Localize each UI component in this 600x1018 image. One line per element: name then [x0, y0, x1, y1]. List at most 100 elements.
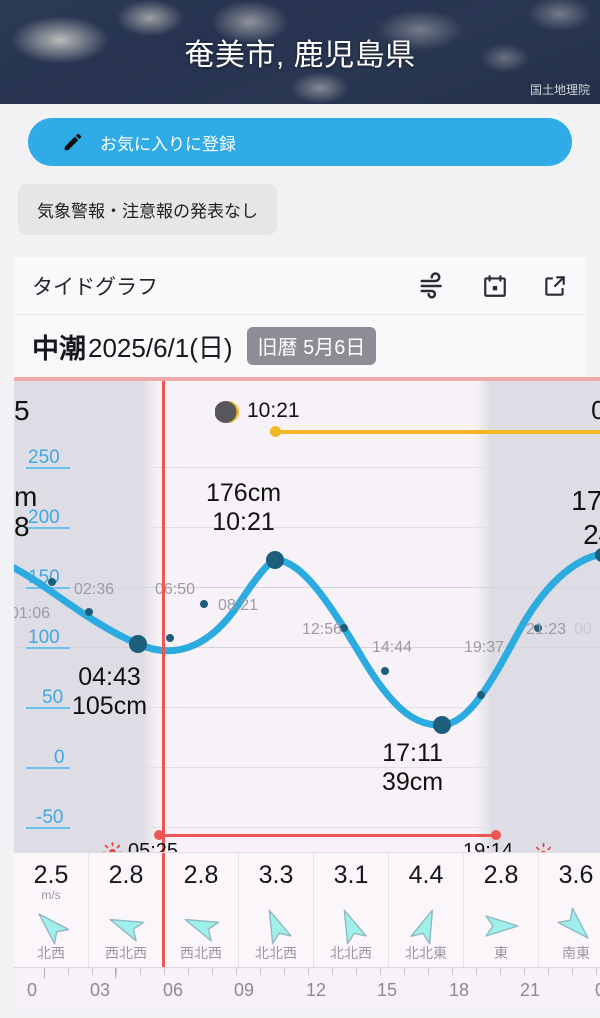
xlabel-18: 18 [448, 980, 470, 1000]
wind-cell[interactable]: 3.6 南東 [539, 853, 600, 967]
point-time-0821: 08:21 [218, 597, 259, 614]
sunset-dot [491, 830, 501, 840]
wind-direction-arrow-icon [178, 903, 224, 954]
wind-direction-label: 西北西 [105, 945, 147, 961]
point-time-1937: 19:37 [464, 639, 505, 656]
wind-direction-label: 北北西 [330, 945, 372, 961]
ytick-neg50 [26, 827, 70, 829]
sunrise-icon [102, 842, 123, 852]
wind-cell[interactable]: 2.5 m/s 北西 [14, 853, 89, 967]
high-tide-label-1021: 176cm 10:21 [206, 479, 281, 537]
wind-unit: m/s [41, 888, 61, 902]
moonrise-dot [270, 426, 281, 437]
twilight-gradient-morning [145, 381, 159, 852]
point-time-0236: 02:36 [74, 581, 115, 598]
night-region-late [489, 381, 600, 852]
wind-speed: 2.8 [108, 861, 144, 889]
add-favorite-button[interactable]: お気に入りに登録 [28, 118, 572, 166]
wind-cell[interactable]: 2.8 西北西 [164, 853, 239, 967]
point-time-2123: 21:23 [526, 621, 567, 638]
wind-direction-arrow-icon [553, 903, 599, 954]
ylabel-neg50: -50 [36, 807, 64, 828]
low-tide-value-0443: 105cm [72, 691, 148, 720]
map-credit: 国土地理院 [529, 83, 590, 97]
gridline-100 [14, 647, 600, 648]
wind-direction-arrow-icon [328, 903, 374, 954]
xlabel-21: 21 [519, 980, 541, 1000]
wind-speed: 4.4 [408, 861, 444, 889]
wind-direction-arrow-icon [253, 903, 299, 954]
wind-cell[interactable]: 4.4 北北東 [389, 853, 464, 967]
sunrise-time: 05:25 [128, 840, 179, 852]
xlabel-0a: 0 [26, 980, 38, 1000]
gridline-50 [14, 707, 600, 708]
point-time-1444: 14:44 [372, 639, 413, 656]
xlabel-15: 15 [376, 980, 398, 1000]
ylabel-50: 50 [42, 687, 64, 708]
tide-chart[interactable]: 250 200 150 100 50 0 -50 5 m 8 171 24: 0… [14, 377, 600, 852]
point-time-1256: 12:56 [302, 621, 343, 638]
wind-direction-label: 北北東 [405, 945, 447, 961]
moon-visibility-bar [276, 430, 600, 434]
gridline-250 [14, 467, 600, 468]
tide-card-title: タイドグラフ [32, 275, 158, 299]
weather-alert-chip[interactable]: 気象警報・注意報の発表なし [18, 184, 277, 235]
calendar-icon[interactable] [482, 273, 508, 299]
twilight-gradient-evening [475, 381, 489, 852]
wind-speed: 2.5 [33, 861, 69, 889]
wind-speed: 2.8 [483, 861, 519, 889]
current-time-line-wind [162, 853, 165, 967]
alert-section: 気象警報・注意報の発表なし [0, 166, 600, 235]
tide-point-markers [48, 548, 600, 734]
low-tide-value-1711: 39cm [382, 767, 444, 796]
ytick-50 [26, 707, 70, 709]
ytick-250 [26, 467, 70, 469]
high-tide-value-1021: 176cm [206, 479, 282, 507]
tide-card-header: タイドグラフ [14, 257, 586, 315]
wind-direction-label: 西北西 [180, 945, 222, 961]
lunar-calendar-badge: 旧暦 5月6日 [246, 327, 377, 365]
favorite-section: お気に入りに登録 [0, 104, 600, 166]
tide-graph-card: タイドグラフ [14, 257, 600, 1010]
gridline-0 [14, 767, 600, 768]
wind-direction-label: 東 [494, 945, 508, 961]
clipped-next-high-value: 171 [571, 485, 600, 516]
moonrise-time: 10:21 [247, 399, 300, 422]
wind-direction-arrow-icon [103, 903, 149, 954]
xlabel-0b: 0 [595, 980, 600, 1001]
current-time-line [162, 381, 165, 852]
ytick-100 [26, 647, 70, 649]
ylabel-100: 100 [28, 627, 60, 648]
clipped-unit-cm: m [14, 481, 38, 512]
low-tide-time-0443: 04:43 [78, 663, 141, 691]
wind-direction-label: 北北西 [255, 945, 297, 961]
wind-cell[interactable]: 3.1 北北西 [314, 853, 389, 967]
pencil-icon [62, 131, 84, 153]
clipped-value: 8 [14, 511, 30, 542]
high-tide-time-1021: 10:21 [212, 507, 275, 536]
wind-icon[interactable] [418, 271, 448, 301]
gridline-200 [14, 527, 600, 528]
page-title: 奄美市, 鹿児島県 [184, 39, 416, 72]
tide-date-row: 中潮 2025/6/1(日) 旧暦 5月6日 [14, 315, 586, 377]
wind-speed: 3.3 [258, 861, 294, 889]
wind-direction-arrow-icon [478, 903, 524, 954]
low-tide-time-1711: 17:11 [382, 739, 443, 767]
moon-phase-icon [214, 399, 241, 425]
xlabel-06: 06 [162, 980, 184, 1000]
point-time-0650: 06:50 [155, 581, 196, 598]
wind-speed: 3.1 [333, 861, 369, 889]
point-time-0106: 01:06 [14, 605, 51, 622]
wind-direction-label: 北西 [37, 945, 65, 961]
tide-card-actions [418, 271, 568, 301]
xlabel-09: 09 [233, 980, 255, 1000]
external-link-icon[interactable] [542, 273, 568, 299]
wind-direction-arrow-icon [403, 903, 449, 954]
wind-cell[interactable]: 2.8 東 [464, 853, 539, 967]
clipped-next-high-time: 24: [583, 519, 600, 550]
ytick-0 [26, 767, 70, 769]
wind-cell[interactable]: 3.3 北北西 [239, 853, 314, 967]
daylight-bar [158, 834, 496, 837]
wind-speed: 2.8 [183, 861, 219, 889]
wind-cell[interactable]: 2.8 西北西 [89, 853, 164, 967]
